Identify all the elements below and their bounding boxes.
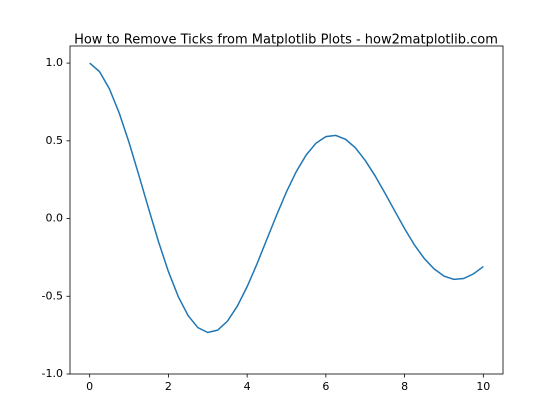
y-tick-label: 0.0 — [46, 212, 64, 225]
chart-title: How to Remove Ticks from Matplotlib Plot… — [74, 33, 498, 48]
x-tick-label: 2 — [165, 380, 172, 393]
x-tick-label: 8 — [401, 380, 408, 393]
y-tick-label: -1.0 — [42, 367, 63, 380]
x-tick-label: 0 — [86, 380, 93, 393]
x-tick-label: 6 — [322, 380, 329, 393]
x-tick-label: 10 — [476, 380, 490, 393]
plot-frame — [69, 45, 504, 375]
line-series — [89, 62, 484, 334]
y-tick-label: 1.0 — [46, 56, 64, 69]
y-tick-label: -0.5 — [42, 289, 63, 302]
x-tick-label: 4 — [244, 380, 251, 393]
y-tick-label: 0.5 — [46, 134, 64, 147]
